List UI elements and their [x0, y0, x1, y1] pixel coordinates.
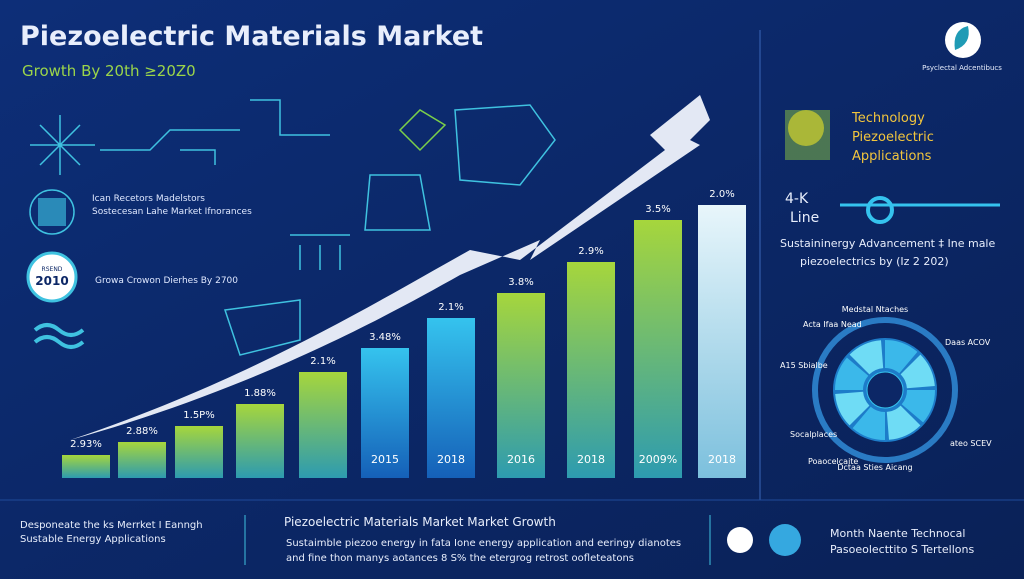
footer-left: Desponeate the ks Merrket I Eanngh — [20, 520, 203, 531]
bar — [497, 293, 545, 478]
tech-text: Applications — [852, 149, 932, 164]
circuit-decoration — [29, 99, 556, 356]
wheel-label: A15 Sbialbe — [780, 361, 828, 370]
icon — [785, 110, 830, 160]
growth-note: Growa Crowon Dierhes By 2700 — [95, 276, 238, 286]
bar — [698, 205, 746, 478]
bar-year: 2018 — [577, 453, 605, 466]
icon — [38, 198, 66, 226]
footer-right: Pasoeolecttito S Tertellons — [830, 543, 974, 556]
label: Line — [790, 210, 819, 226]
tech-text: Piezoelectric — [852, 130, 934, 145]
bar-year: 2016 — [507, 453, 535, 466]
badge — [26, 251, 78, 303]
footer-right: Month Naente Technocal — [830, 527, 965, 540]
bar — [236, 404, 284, 478]
bar — [62, 455, 110, 478]
bar-year: 2015 — [371, 453, 399, 466]
bar-label: 3.48% — [369, 332, 401, 343]
wheel-label: ateo SCEV — [950, 439, 992, 448]
left-note: Ican Recetors Madelstors — [92, 194, 205, 204]
footer-body: and fine thon manys aotances 8 S% the et… — [286, 553, 634, 564]
wheel-segment — [885, 340, 918, 374]
bar-group: 2.93% 2.88% 1.5P% 1.88% 2.1% 3.48% 2015 2.1% 201… — [62, 189, 746, 478]
ring — [866, 196, 894, 224]
bar — [175, 426, 223, 478]
logo-leaf — [954, 26, 969, 50]
wheel-label: Dctaa Sties Aicang — [837, 463, 912, 472]
wheel-label: Socalplaces — [790, 430, 837, 439]
icon — [769, 524, 801, 556]
wheel-segment — [835, 357, 869, 390]
footer-heading: Piezoelectric Materials Market Market Gr… — [284, 515, 556, 529]
bar — [361, 348, 409, 478]
bar-label: 2.93% — [70, 439, 102, 450]
bar — [634, 220, 682, 478]
footer-left: Sustable Energy Applications — [20, 534, 166, 545]
bar — [299, 372, 347, 478]
wheel-label: Medstal Ntaches — [842, 305, 908, 314]
wheel — [812, 317, 958, 463]
logo-text: Psyclectal Adcentibucs — [922, 64, 1002, 72]
bar-label: 2.1% — [438, 302, 463, 313]
icon — [727, 527, 753, 553]
wheel-label: Poaocelcaite — [808, 457, 858, 466]
label: 4-K — [785, 191, 809, 207]
wheel-label: Acta Ifaa Nead — [803, 320, 862, 329]
bar-year: 2018 — [437, 453, 465, 466]
bar — [427, 318, 475, 478]
bar-label: 1.88% — [244, 388, 276, 399]
badge-small: RSEND — [42, 266, 63, 273]
bar-label: 3.5% — [645, 204, 670, 215]
bar-label: 1.5P% — [183, 410, 214, 421]
advancement: piezoelectrics by (Iz 2 202) — [800, 255, 949, 268]
subtitle: Growth By 20th ≥20Z0 — [22, 62, 196, 80]
wheel-segment — [900, 354, 935, 389]
wheel-segment — [852, 406, 885, 440]
footer-body: Sustaimble piezoo energy in fata Ione en… — [286, 538, 681, 549]
bar-label: 3.8% — [508, 277, 533, 288]
left-note: Sostecesan Lahe Market Ifnorances — [92, 207, 252, 217]
wheel-segment — [886, 405, 921, 440]
bar — [567, 262, 615, 478]
wheel-segment — [849, 340, 884, 375]
bar-year: 2018 — [708, 453, 736, 466]
bar-year: 2009% — [639, 453, 677, 466]
title: Piezoelectric Materials Market — [20, 21, 483, 52]
bar-label: 2.1% — [310, 356, 335, 367]
wheel-label: Daas ACOV — [945, 338, 991, 347]
wheel-segment — [901, 390, 935, 423]
advancement: Sustaininergy Advancement ‡ Ine male — [780, 237, 995, 250]
bar — [118, 442, 166, 478]
wheel-segment — [835, 391, 870, 426]
badge-year: 2010 — [35, 274, 68, 288]
bar-label: 2.0% — [709, 189, 734, 200]
bar-label: 2.9% — [578, 246, 603, 257]
bar-label: 2.88% — [126, 426, 158, 437]
tech-text: Technology — [851, 111, 925, 126]
